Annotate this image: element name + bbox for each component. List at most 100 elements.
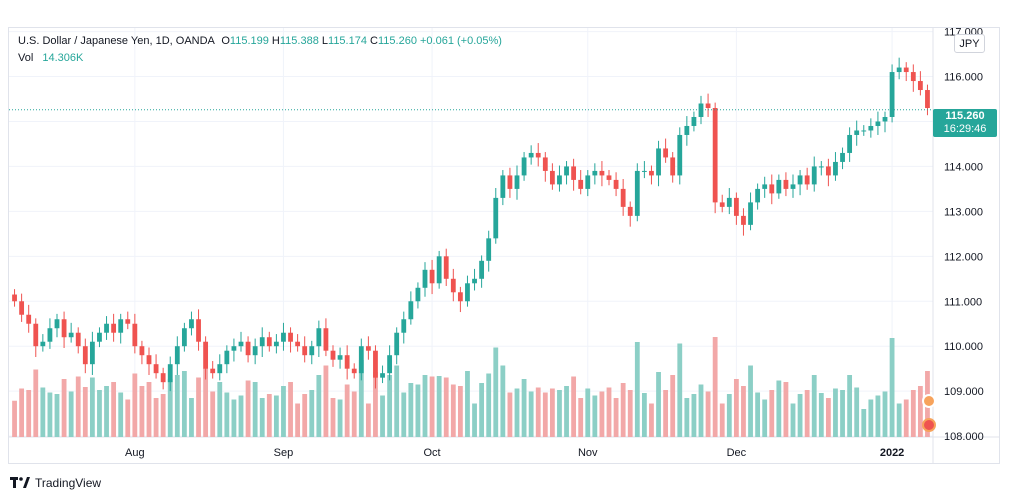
volume-bar: [394, 365, 400, 437]
candle-body: [281, 332, 286, 342]
volume-bar: [415, 384, 421, 437]
volume-bar: [337, 399, 343, 437]
volume-bar: [443, 377, 449, 437]
time-tick-label: Aug: [125, 447, 145, 459]
candle-body: [75, 332, 81, 347]
volume-bar: [330, 398, 336, 437]
candle-body: [634, 170, 640, 216]
volume-bar: [762, 399, 768, 437]
candle-body: [578, 179, 584, 189]
candle-body: [486, 238, 492, 261]
candle-body: [889, 72, 895, 117]
price-axis[interactable]: 117.000116.000115.000114.000113.000112.0…: [944, 27, 984, 444]
candle-body: [818, 166, 824, 168]
volume-bar: [755, 392, 761, 437]
candle-body: [557, 175, 562, 185]
candle-body: [443, 256, 449, 279]
volume-bar: [698, 384, 704, 437]
candle-body: [903, 67, 909, 73]
volume-bar: [309, 390, 315, 437]
volume-bar: [882, 391, 888, 437]
volume-bar: [118, 392, 124, 437]
candle-body: [592, 170, 598, 176]
candle-body: [670, 157, 676, 176]
alert-icon[interactable]: [922, 418, 936, 432]
candle-body: [500, 175, 506, 198]
volume-bar: [578, 398, 584, 437]
volume-bar: [486, 373, 492, 437]
currency-badge[interactable]: JPY: [954, 34, 985, 53]
chart-frame: [8, 27, 1000, 464]
volume-bar: [373, 372, 378, 437]
candle-body: [422, 269, 428, 288]
volume-bar: [401, 392, 407, 437]
volume-bar: [422, 375, 428, 437]
candle-body: [465, 283, 470, 302]
volume-bars: [12, 337, 930, 437]
volume-bar: [104, 386, 109, 437]
volume-bar: [196, 377, 201, 437]
candle-body: [712, 108, 718, 203]
volume-bar: [465, 371, 470, 437]
volume-bar: [181, 371, 187, 437]
candle-body: [273, 341, 279, 347]
candle-body: [196, 319, 201, 342]
last-price-tag: 115.260 16:29:46: [933, 109, 997, 137]
volume-bar: [450, 384, 456, 437]
price-tick-label: 110.000: [944, 341, 983, 353]
candle-body: [627, 206, 633, 216]
volume-bar: [917, 386, 923, 437]
volume-bar: [684, 398, 690, 437]
candle-body: [153, 364, 159, 374]
candle-body: [132, 323, 138, 347]
volume-bar: [217, 382, 223, 437]
volume-bar: [613, 398, 619, 437]
bar-countdown: 16:29:46: [943, 123, 987, 135]
candle-body: [82, 346, 88, 365]
tradingview-brand[interactable]: TradingView: [10, 476, 101, 490]
volume-bar: [854, 387, 860, 437]
candle-body: [656, 148, 661, 176]
legend-low-label: L: [321, 35, 329, 47]
volume-bar: [238, 395, 244, 437]
volume-bar: [231, 399, 237, 437]
volume-bar: [323, 365, 329, 437]
candle-body: [415, 287, 421, 302]
candle-body: [401, 319, 407, 333]
volume-bar: [521, 379, 527, 437]
candle-body: [613, 179, 619, 189]
volume-bar: [47, 392, 53, 437]
volume-bar: [677, 343, 683, 437]
candle-body: [925, 90, 930, 109]
volume-bar: [479, 383, 485, 437]
candle-body: [351, 368, 357, 374]
volume-bar: [670, 375, 676, 437]
candle-body: [408, 301, 414, 320]
volume-bar: [75, 376, 81, 437]
time-axis[interactable]: Aug Sep Oct Nov Dec 2022: [125, 447, 904, 459]
candle-body: [266, 337, 272, 347]
candle-body: [252, 346, 258, 356]
candle-body: [528, 152, 534, 158]
candle-body: [19, 301, 25, 315]
candle-body: [189, 319, 194, 329]
time-tick-label: Dec: [727, 447, 747, 459]
price-tick-label: 108.000: [944, 431, 984, 443]
legend-close-label: C: [370, 35, 378, 47]
indicator-icon[interactable]: [922, 394, 936, 408]
candle-body: [89, 341, 95, 365]
volume-bar: [68, 391, 74, 437]
candle-body: [521, 157, 527, 176]
time-tick-label: Oct: [424, 447, 441, 459]
legend-vol-value: 14.306K: [42, 52, 84, 64]
candle-body: [479, 260, 485, 279]
volume-bar: [19, 388, 25, 437]
candle-body: [387, 355, 393, 374]
legend-high: 115.388: [279, 35, 319, 47]
volume-bar: [380, 395, 385, 437]
candle-body: [917, 81, 923, 91]
legend-open: 115.199: [229, 35, 269, 47]
last-price-value: 115.260: [945, 110, 985, 122]
candle-body: [741, 215, 746, 225]
